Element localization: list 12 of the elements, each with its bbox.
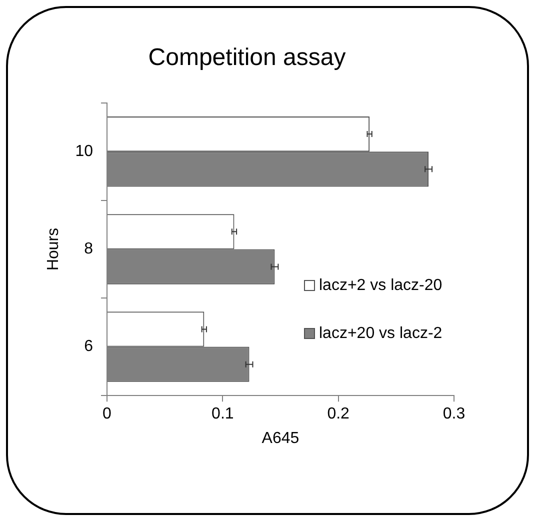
text: lacz+2 vs lacz-20: [319, 276, 442, 296]
y-tick-label: 8: [84, 240, 94, 258]
y-tick-label: 10: [75, 143, 94, 160]
chart-title: Competition assay: [148, 44, 346, 72]
x-tick-label: 0.2: [327, 406, 350, 423]
x-axis-title: A645: [262, 430, 300, 447]
x-tick-label: 0.3: [442, 406, 466, 423]
legend-label: lacz+20 vs lacz-2: [319, 324, 442, 344]
y-tick-label: 6: [84, 338, 94, 356]
y-axis-title: Hours: [45, 228, 62, 271]
x-tick-label: 0: [102, 406, 112, 423]
x-tick-label: 0.1: [212, 406, 234, 423]
